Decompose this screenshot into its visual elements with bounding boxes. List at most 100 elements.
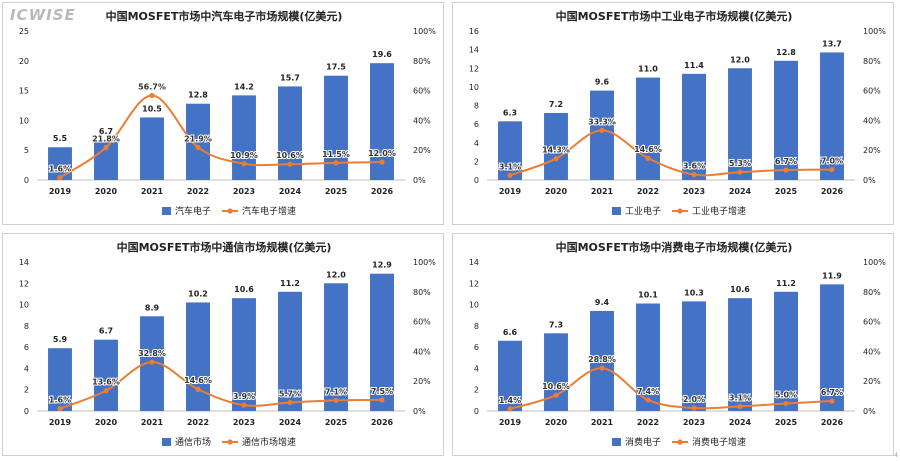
right-axis-tick-label: 100% <box>413 258 436 267</box>
left-axis-tick-label: 4 <box>474 364 479 373</box>
growth-value-label: 56.7% <box>138 83 166 92</box>
category-label: 2025 <box>775 418 798 427</box>
telecom-chart: 中国MOSFET市场中通信市场规模(亿美元) 0 2 4 6 8 10 12 14 0% 20% 40… <box>19 240 436 448</box>
left-axis-tick-label: 6 <box>474 120 479 129</box>
right-axis-tick-label: 80% <box>413 57 431 66</box>
right-axis-tick-label: 100% <box>863 258 886 267</box>
bar <box>370 63 394 180</box>
right-axis-tick-label: 80% <box>413 288 431 297</box>
category-label: 2023 <box>233 418 255 427</box>
growth-point <box>195 386 201 392</box>
left-axis-tick-label: 12 <box>469 64 479 73</box>
left-axis-tick-label: 2 <box>474 157 479 166</box>
bar <box>774 291 798 411</box>
category-label: 2022 <box>637 418 659 427</box>
growth-value-label: 10.6% <box>276 151 304 160</box>
growth-point <box>287 161 293 167</box>
bar <box>682 301 706 411</box>
legend-bar-label: 消费电子 <box>625 436 661 448</box>
growth-value-label: 6.7% <box>775 157 797 166</box>
growth-point <box>829 398 835 404</box>
growth-value-label: 21.9% <box>184 134 212 143</box>
chart-panel-consumer: 中国MOSFET市场中消费电子市场规模(亿美元) 0 2 4 6 8 10 12 14 0% 20%… <box>452 233 894 456</box>
bar <box>544 112 568 180</box>
bar-value-label: 6.7 <box>99 327 113 336</box>
right-axis-tick-label: 100% <box>863 27 886 36</box>
bar-value-label: 6.6 <box>503 328 518 337</box>
bar-value-label: 10.1 <box>638 291 658 300</box>
bar-value-label: 17.5 <box>326 63 346 72</box>
bar-value-label: 10.6 <box>730 285 750 294</box>
growth-value-label: 7.1% <box>325 387 347 396</box>
growth-value-label: 13.6% <box>92 378 120 387</box>
bar-value-label: 14.2 <box>234 82 254 91</box>
right-axis-tick-label: 40% <box>863 347 881 356</box>
left-axis-tick-label: 6 <box>474 343 479 352</box>
growth-point <box>691 405 697 411</box>
left-axis-tick-label: 15 <box>19 87 29 96</box>
growth-line <box>509 129 833 177</box>
category-label: 2022 <box>187 187 209 196</box>
chart-panel-telecom: 中国MOSFET市场中通信市场规模(亿美元) 0 2 4 6 8 10 12 14 0% 20% 40… <box>2 233 444 456</box>
bar-value-label: 8.9 <box>145 303 160 312</box>
growth-point <box>57 175 63 181</box>
category-label: 2019 <box>49 187 72 196</box>
bar <box>728 68 752 180</box>
growth-value-label: 10.6% <box>542 382 570 391</box>
growth-value-label: 3.1% <box>729 393 751 402</box>
right-axis-tick-label: 20% <box>863 377 881 386</box>
growth-line <box>59 361 383 410</box>
legend-line-label: 汽车电子增速 <box>242 205 296 217</box>
growth-point <box>553 156 559 162</box>
bar-value-label: 11.2 <box>280 279 300 288</box>
growth-point <box>507 406 513 412</box>
bar-value-label: 9.6 <box>595 78 610 87</box>
legend-line-marker <box>227 208 233 214</box>
category-label: 2021 <box>141 418 164 427</box>
chart-panel-industrial: 中国MOSFET市场中工业电子市场规模(亿美元) 0 2 4 6 8 10 12 14 16 0% 2… <box>452 2 894 225</box>
category-label: 2026 <box>821 418 844 427</box>
right-axis-tick-label: 0% <box>863 407 876 416</box>
bar-value-label: 13.7 <box>822 39 842 48</box>
category-label: 2023 <box>683 418 705 427</box>
left-axis-tick-label: 5 <box>24 146 29 155</box>
left-axis-tick-label: 25 <box>19 27 29 36</box>
growth-value-label: 10.9% <box>230 151 258 160</box>
category-label: 2026 <box>371 418 394 427</box>
bar-value-label: 12.8 <box>188 91 208 100</box>
bar-value-label: 7.3 <box>549 320 563 329</box>
growth-value-label: 32.8% <box>138 349 166 358</box>
growth-value-label: 5.0% <box>775 391 797 400</box>
automotive-chart: 中国MOSFET市场中汽车电子市场规模(亿美元)05101520250%20%4… <box>19 9 436 217</box>
bar <box>820 52 844 181</box>
category-label: 2025 <box>325 187 348 196</box>
right-axis-tick-label: 40% <box>413 347 431 356</box>
growth-point <box>829 166 835 173</box>
growth-point <box>553 392 559 398</box>
category-label: 2020 <box>95 187 118 196</box>
bar-value-label: 11.4 <box>684 61 704 70</box>
growth-point <box>783 400 789 407</box>
legend-line-marker <box>227 439 233 445</box>
bar-value-label: 11.9 <box>822 271 842 280</box>
growth-point <box>737 169 743 175</box>
category-label: 2022 <box>637 187 659 196</box>
legend-bar-swatch <box>162 438 171 446</box>
growth-point <box>103 144 109 151</box>
growth-point <box>507 172 513 178</box>
growth-value-label: 14.6% <box>634 145 662 154</box>
legend-line-marker <box>677 439 683 445</box>
growth-value-label: 6.7% <box>821 388 843 397</box>
growth-value-label: 7.0% <box>821 157 843 166</box>
right-axis-tick-label: 20% <box>413 146 431 155</box>
right-axis-tick-label: 0% <box>413 407 426 416</box>
bar <box>590 310 614 411</box>
right-axis-tick-label: 100% <box>413 27 436 36</box>
growth-point <box>333 160 339 166</box>
legend-line-marker <box>677 208 683 214</box>
industrial-chart: 中国MOSFET市场中工业电子市场规模(亿美元) 0 2 4 6 8 10 12 14 16 0% 2… <box>469 9 886 217</box>
category-label: 2019 <box>499 187 522 196</box>
left-axis-tick-label: 0 <box>24 176 29 185</box>
bar <box>48 147 72 180</box>
